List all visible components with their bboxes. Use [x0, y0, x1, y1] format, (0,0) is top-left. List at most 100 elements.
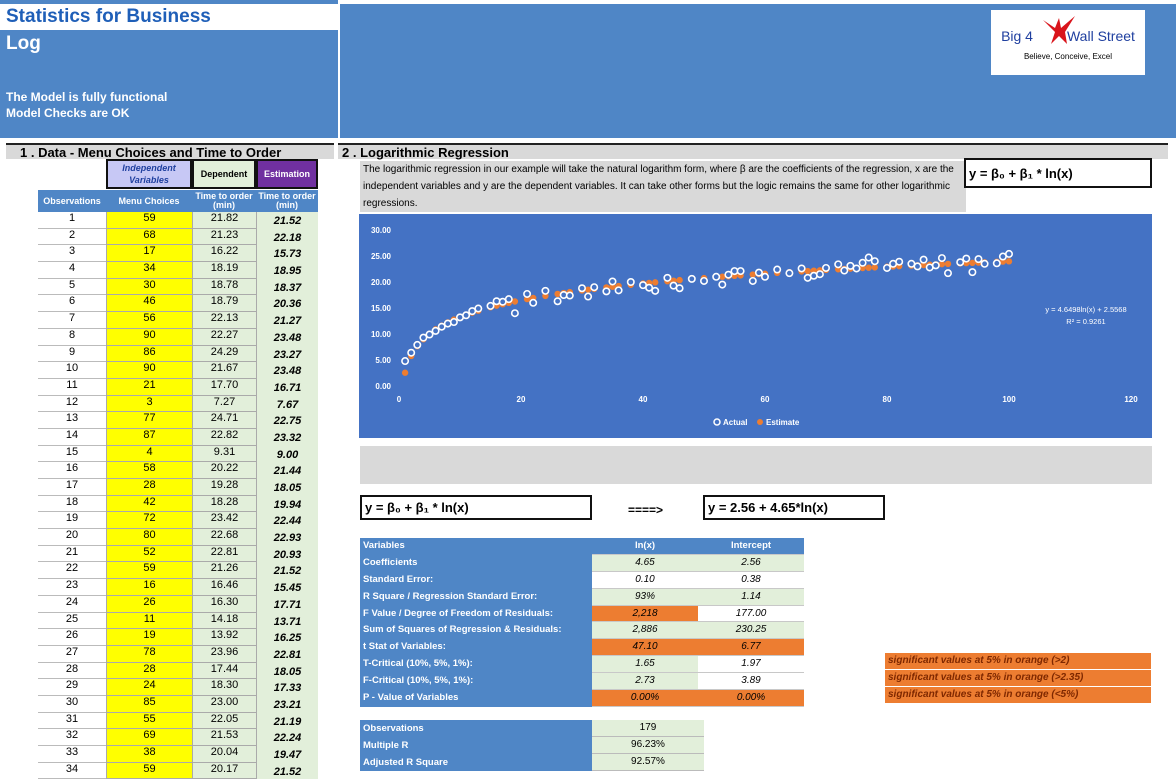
time-to-order-cell[interactable]: 16.46	[192, 579, 256, 596]
time-to-order-cell[interactable]: 21.23	[192, 228, 256, 246]
estimate-cell[interactable]: 16.25	[256, 629, 318, 646]
menu-choices-cell[interactable]: 52	[106, 545, 192, 563]
observation-cell[interactable]: 21	[38, 545, 106, 563]
menu-choices-cell[interactable]: 56	[106, 312, 192, 329]
observation-cell[interactable]: 15	[38, 445, 106, 463]
observation-cell[interactable]: 5	[38, 278, 106, 296]
time-to-order-cell[interactable]: 18.19	[192, 262, 256, 279]
time-to-order-cell[interactable]: 24.71	[192, 412, 256, 429]
stats-value-intercept[interactable]: 6.77	[698, 639, 804, 657]
estimate-cell[interactable]: 19.47	[256, 746, 318, 763]
time-to-order-cell[interactable]: 22.81	[192, 545, 256, 563]
estimate-cell[interactable]: 18.95	[256, 262, 318, 279]
stats-value-intercept[interactable]: 1.97	[698, 656, 804, 674]
estimate-cell[interactable]: 23.27	[256, 345, 318, 363]
observation-cell[interactable]: 30	[38, 695, 106, 713]
estimate-cell[interactable]: 21.52	[256, 562, 318, 580]
menu-choices-cell[interactable]: 38	[106, 746, 192, 763]
observation-cell[interactable]: 32	[38, 729, 106, 746]
observation-cell[interactable]: 8	[38, 328, 106, 346]
observation-cell[interactable]: 1	[38, 212, 106, 229]
estimate-cell[interactable]: 21.19	[256, 712, 318, 730]
stats-value-intercept[interactable]: 2.56	[698, 554, 804, 572]
menu-choices-cell[interactable]: 78	[106, 645, 192, 663]
estimate-cell[interactable]: 16.71	[256, 378, 318, 396]
observation-cell[interactable]: 28	[38, 662, 106, 680]
stats-value-intercept[interactable]: 230.25	[698, 622, 804, 640]
estimate-cell[interactable]: 18.05	[256, 479, 318, 496]
menu-choices-cell[interactable]: 80	[106, 529, 192, 546]
time-to-order-cell[interactable]: 22.82	[192, 428, 256, 446]
observation-cell[interactable]: 13	[38, 412, 106, 429]
time-to-order-cell[interactable]: 21.53	[192, 729, 256, 746]
observation-cell[interactable]: 23	[38, 579, 106, 596]
menu-choices-cell[interactable]: 16	[106, 579, 192, 596]
estimate-cell[interactable]: 18.37	[256, 278, 318, 296]
estimate-cell[interactable]: 23.48	[256, 362, 318, 379]
observation-cell[interactable]: 18	[38, 495, 106, 513]
stats-value-lnx[interactable]: 0.00%	[592, 690, 698, 707]
estimate-cell[interactable]: 20.36	[256, 295, 318, 313]
menu-choices-cell[interactable]: 87	[106, 428, 192, 446]
menu-choices-cell[interactable]: 90	[106, 362, 192, 379]
column-header-time-to-order[interactable]: Time to order (min)	[192, 190, 256, 212]
column-header-estimated-time[interactable]: Time to order (min)	[256, 190, 318, 212]
estimate-cell[interactable]: 17.33	[256, 679, 318, 696]
time-to-order-cell[interactable]: 24.29	[192, 345, 256, 363]
estimate-cell[interactable]: 22.93	[256, 529, 318, 546]
observation-cell[interactable]: 14	[38, 428, 106, 446]
menu-choices-cell[interactable]: 30	[106, 278, 192, 296]
estimate-cell[interactable]: 21.44	[256, 462, 318, 479]
time-to-order-cell[interactable]: 22.68	[192, 529, 256, 546]
menu-choices-cell[interactable]: 68	[106, 228, 192, 246]
summary-value[interactable]: 179	[592, 720, 704, 737]
time-to-order-cell[interactable]: 18.30	[192, 679, 256, 696]
estimate-cell[interactable]: 21.27	[256, 312, 318, 329]
time-to-order-cell[interactable]: 23.42	[192, 512, 256, 530]
time-to-order-cell[interactable]: 20.17	[192, 762, 256, 779]
estimate-cell[interactable]: 22.44	[256, 512, 318, 530]
menu-choices-cell[interactable]: 85	[106, 695, 192, 713]
time-to-order-cell[interactable]: 18.78	[192, 278, 256, 296]
observation-cell[interactable]: 10	[38, 362, 106, 379]
regression-chart[interactable]: 0.00 5.00 10.00 15.00 20.00 25.00 30.00 0 20 40 60…	[359, 214, 1152, 438]
estimate-cell[interactable]: 17.71	[256, 595, 318, 613]
menu-choices-cell[interactable]: 11	[106, 612, 192, 630]
menu-choices-cell[interactable]: 72	[106, 512, 192, 530]
menu-choices-cell[interactable]: 77	[106, 412, 192, 429]
stats-value-lnx[interactable]: 93%	[592, 588, 698, 606]
estimate-cell[interactable]: 23.21	[256, 695, 318, 713]
menu-choices-cell[interactable]: 19	[106, 629, 192, 646]
stats-value-lnx[interactable]: 1.65	[592, 656, 698, 674]
observation-cell[interactable]: 7	[38, 312, 106, 329]
observation-cell[interactable]: 9	[38, 345, 106, 363]
menu-choices-cell[interactable]: 86	[106, 345, 192, 363]
time-to-order-cell[interactable]: 17.70	[192, 378, 256, 396]
estimate-cell[interactable]: 23.48	[256, 328, 318, 346]
time-to-order-cell[interactable]: 23.96	[192, 645, 256, 663]
time-to-order-cell[interactable]: 13.92	[192, 629, 256, 646]
time-to-order-cell[interactable]: 23.00	[192, 695, 256, 713]
menu-choices-cell[interactable]: 34	[106, 262, 192, 279]
menu-choices-cell[interactable]: 26	[106, 595, 192, 613]
time-to-order-cell[interactable]: 20.22	[192, 462, 256, 479]
observation-cell[interactable]: 22	[38, 562, 106, 580]
time-to-order-cell[interactable]: 20.04	[192, 746, 256, 763]
observation-cell[interactable]: 3	[38, 245, 106, 263]
observation-cell[interactable]: 25	[38, 612, 106, 630]
observation-cell[interactable]: 11	[38, 378, 106, 396]
observation-cell[interactable]: 20	[38, 529, 106, 546]
menu-choices-cell[interactable]: 69	[106, 729, 192, 746]
menu-choices-cell[interactable]: 58	[106, 462, 192, 479]
time-to-order-cell[interactable]: 21.82	[192, 212, 256, 229]
estimate-cell[interactable]: 13.71	[256, 612, 318, 630]
column-header-observations[interactable]: Observations	[38, 190, 106, 212]
estimate-cell[interactable]: 9.00	[256, 445, 318, 463]
observation-cell[interactable]: 29	[38, 679, 106, 696]
time-to-order-cell[interactable]: 21.26	[192, 562, 256, 580]
observation-cell[interactable]: 26	[38, 629, 106, 646]
menu-choices-cell[interactable]: 46	[106, 295, 192, 313]
stats-value-intercept[interactable]: 177.00	[698, 605, 804, 623]
estimate-cell[interactable]: 18.05	[256, 662, 318, 680]
estimate-cell[interactable]: 22.24	[256, 729, 318, 746]
